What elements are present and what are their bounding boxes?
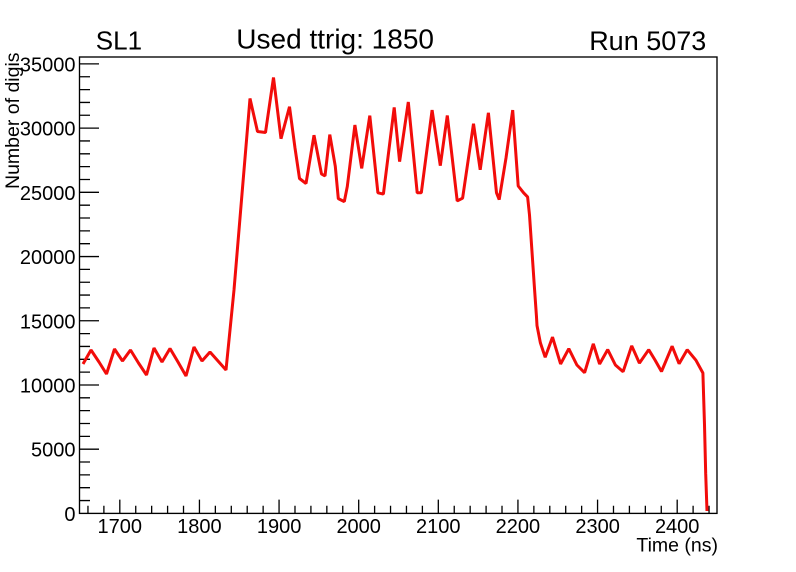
svg-text:20000: 20000 — [20, 247, 76, 269]
svg-text:1800: 1800 — [177, 516, 222, 538]
svg-text:30000: 30000 — [20, 119, 76, 141]
svg-text:Number of digis: Number of digis — [2, 52, 24, 189]
svg-text:1700: 1700 — [98, 516, 143, 538]
svg-text:0: 0 — [64, 504, 75, 526]
svg-text:2000: 2000 — [336, 516, 381, 538]
svg-text:2200: 2200 — [496, 516, 541, 538]
svg-text:2300: 2300 — [575, 516, 620, 538]
svg-text:1900: 1900 — [257, 516, 302, 538]
svg-text:SL1: SL1 — [96, 26, 142, 56]
svg-text:35000: 35000 — [20, 54, 76, 76]
svg-text:25000: 25000 — [20, 183, 76, 205]
svg-text:Time (ns): Time (ns) — [636, 534, 718, 556]
svg-text:2400: 2400 — [655, 516, 700, 538]
svg-text:Run 5073: Run 5073 — [589, 26, 706, 56]
svg-text:10000: 10000 — [20, 376, 76, 398]
svg-text:15000: 15000 — [20, 311, 76, 333]
svg-text:2100: 2100 — [416, 516, 461, 538]
svg-text:5000: 5000 — [31, 440, 76, 462]
svg-text:Used ttrig: 1850: Used ttrig: 1850 — [236, 23, 434, 54]
